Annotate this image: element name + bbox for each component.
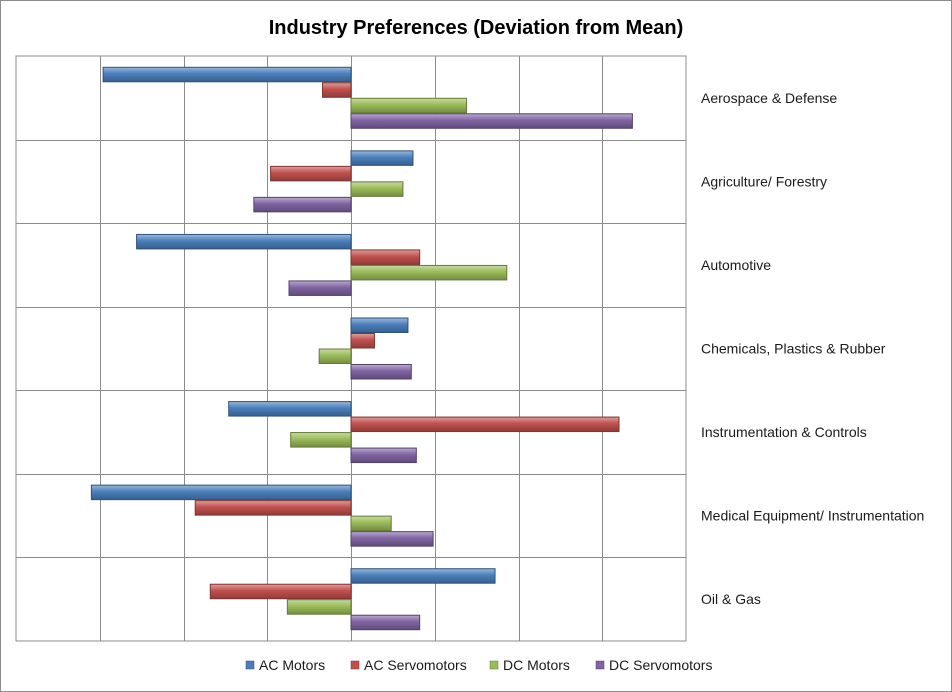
legend-swatch-ac-servomotors	[350, 660, 360, 670]
bar-dc-servomotors-aerospace-defense	[350, 113, 633, 129]
legend-swatch-dc-motors	[489, 660, 499, 670]
legend-label-dc-servomotors: DC Servomotors	[609, 657, 712, 673]
bar-dc-servomotors-instrumentation-controls	[350, 447, 417, 464]
bar-ac-motors-medical-equipment-instrumentation	[90, 484, 352, 501]
category-label: Automotive	[701, 257, 771, 273]
chart-title: Industry Preferences (Deviation from Mea…	[269, 17, 684, 39]
category-label: Oil & Gas	[701, 591, 761, 607]
bar-dc-motors-medical-equipment-instrumentation	[350, 515, 392, 532]
bar-ac-motors-automotive	[136, 233, 352, 250]
category-label: Chemicals, Plastics & Rubber	[701, 341, 886, 357]
category-label: Medical Equipment/ Instrumentation	[701, 508, 924, 524]
bar-dc-motors-aerospace-defense	[350, 97, 468, 114]
bar-ac-servomotors-oil-gas	[209, 583, 352, 600]
category-label: Agriculture/ Forestry	[701, 173, 827, 189]
bar-ac-motors-agriculture-forestry	[350, 150, 414, 166]
bar-dc-motors-oil-gas	[286, 599, 352, 615]
bar-ac-motors-aerospace-defense	[102, 66, 352, 83]
bar-dc-motors-agriculture-forestry	[350, 181, 404, 197]
bar-dc-servomotors-automotive	[288, 280, 352, 296]
legend-swatch-dc-servomotors	[595, 660, 605, 670]
bar-ac-servomotors-automotive	[350, 249, 421, 265]
legend-label-ac-motors: AC Motors	[259, 657, 325, 673]
bar-ac-servomotors-aerospace-defense	[322, 82, 352, 98]
plot-area	[15, 55, 687, 642]
legend-label-ac-servomotors: AC Servomotors	[364, 657, 467, 673]
category-labels: Aerospace & Defense Agriculture/ Forestry…	[701, 90, 924, 607]
bar-ac-motors-instrumentation-controls	[228, 401, 352, 417]
bar-dc-motors-instrumentation-controls	[290, 432, 352, 448]
bar-dc-servomotors-chemicals-plastics-rubber	[350, 364, 412, 380]
bar-dc-servomotors-oil-gas	[350, 614, 421, 631]
category-label: Instrumentation & Controls	[701, 424, 867, 440]
bar-dc-motors-chemicals-plastics-rubber	[318, 348, 352, 364]
legend: AC Motors AC Servomotors DC Motors DC Servo…	[245, 657, 712, 673]
bar-ac-motors-oil-gas	[350, 568, 496, 584]
bar-ac-servomotors-agriculture-forestry	[270, 165, 352, 182]
bar-ac-servomotors-instrumentation-controls	[350, 416, 620, 433]
bar-dc-servomotors-agriculture-forestry	[253, 196, 352, 213]
bar-dc-servomotors-medical-equipment-instrumentation	[350, 531, 434, 547]
bar-ac-motors-chemicals-plastics-rubber	[350, 317, 409, 333]
bar-dc-motors-automotive	[350, 264, 508, 281]
bar-ac-servomotors-medical-equipment-instrumentation	[194, 500, 352, 516]
legend-swatch-ac-motors	[245, 660, 255, 670]
bar-ac-servomotors-chemicals-plastics-rubber	[350, 333, 375, 349]
category-label: Aerospace & Defense	[701, 90, 837, 106]
legend-label-dc-motors: DC Motors	[503, 657, 570, 673]
